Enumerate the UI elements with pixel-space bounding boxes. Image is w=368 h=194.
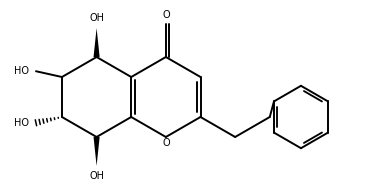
Polygon shape [93, 137, 100, 166]
Polygon shape [93, 28, 100, 57]
Text: HO: HO [14, 66, 29, 76]
Text: OH: OH [89, 171, 104, 181]
Text: HO: HO [14, 118, 29, 128]
Text: OH: OH [89, 13, 104, 23]
Text: O: O [163, 138, 170, 148]
Text: O: O [162, 10, 170, 20]
